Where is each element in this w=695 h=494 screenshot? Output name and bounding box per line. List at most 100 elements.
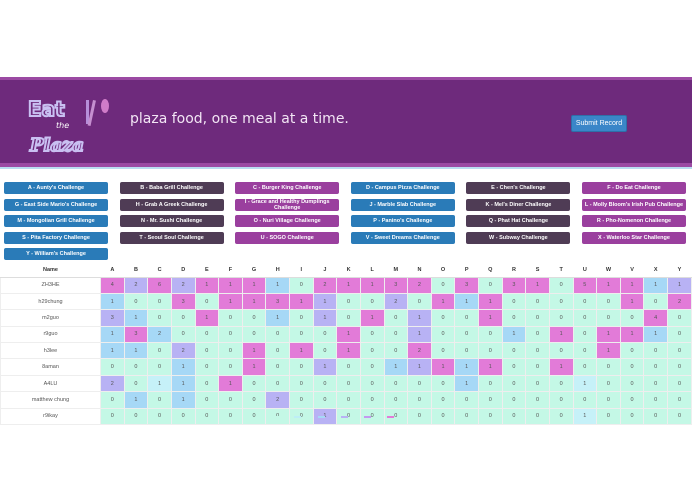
score-cell: 0 <box>525 309 550 327</box>
score-cell: 0 <box>359 342 385 360</box>
score-cell: 0 <box>383 374 409 393</box>
score-cell: 0 <box>147 309 172 327</box>
score-cell: 0 <box>265 358 290 376</box>
column-header[interactable]: C <box>147 264 172 278</box>
score-cell: 0 <box>194 374 220 393</box>
score-cell: 0 <box>123 292 149 311</box>
score-cell: 0 <box>170 309 196 327</box>
svg-text:the: the <box>56 121 69 130</box>
legend-swatch <box>387 416 394 418</box>
score-cell: 0 <box>312 342 338 360</box>
score-cell: 1 <box>643 325 668 344</box>
challenge-button[interactable]: W - Subway Challenge <box>466 231 571 244</box>
column-header[interactable]: Q <box>478 264 503 278</box>
challenge-button[interactable]: D - Campus Pizza Challenge <box>350 182 455 194</box>
column-header[interactable]: G <box>242 264 266 278</box>
score-cell: 0 <box>667 391 692 409</box>
challenge-button[interactable]: U - SOGO Challenge <box>235 231 340 244</box>
score-cell: 0 <box>501 391 527 409</box>
score-cell: 1 <box>667 276 692 294</box>
column-header[interactable]: W <box>596 264 621 278</box>
score-cell: 0 <box>478 276 503 294</box>
challenge-button[interactable]: M - Mongolian Grill Challenge <box>4 215 108 227</box>
column-header[interactable]: X <box>643 264 668 278</box>
column-header[interactable]: K <box>336 264 361 278</box>
challenge-button[interactable]: C - Burger King Challenge <box>235 182 340 194</box>
challenge-button[interactable]: I - Grace and Healthy Dumplings Challeng… <box>235 198 340 211</box>
score-cell: 0 <box>241 374 267 393</box>
challenge-button[interactable]: L - Molly Bloom's Irish Pub Challenge <box>581 198 686 211</box>
score-cell: 1 <box>100 325 125 344</box>
score-cell: 0 <box>265 325 290 344</box>
challenge-button[interactable]: F - Do Eat Challenge <box>581 182 686 194</box>
challenge-button[interactable]: S - Pita Factory Challenge <box>4 231 108 244</box>
score-cell: 1 <box>572 407 598 426</box>
score-cell: 2 <box>383 292 409 311</box>
score-cell: 0 <box>619 407 645 426</box>
challenge-button[interactable]: P - Panino's Challenge <box>350 215 455 227</box>
challenge-button[interactable]: X - Waterloo Star Challenge <box>581 231 686 244</box>
challenge-button[interactable]: H - Grab A Greek Challenge <box>119 198 224 211</box>
column-header[interactable]: R <box>502 264 526 278</box>
score-cell: 0 <box>501 309 527 327</box>
challenge-button[interactable]: R - Pho-Nomenon Challenge <box>581 215 686 227</box>
column-header[interactable]: J <box>313 264 337 278</box>
challenge-button[interactable]: E - Chen's Challenge <box>466 182 571 194</box>
challenge-button[interactable]: V - Sweet Dreams Challenge <box>350 231 455 244</box>
column-header[interactable]: H <box>265 264 290 278</box>
table-row: ZH3HE 4 2 6 2 1 1 1 1 0 2 1 1 3 2 0 3 0 3 1 0 5 1 1 1 1 <box>0 276 692 294</box>
challenge-button[interactable]: J - Marble Slab Challenge <box>350 198 455 211</box>
legend-swatch <box>341 416 348 418</box>
column-header[interactable]: B <box>124 264 148 278</box>
score-cell: 0 <box>525 292 550 311</box>
eat-the-plaza-logo[interactable]: Eat the Plaza <box>26 96 112 154</box>
score-cell: 0 <box>430 325 456 344</box>
submit-record-button[interactable]: Submit Record <box>571 115 627 132</box>
score-cell: 0 <box>359 407 385 426</box>
score-cell: 0 <box>501 374 527 393</box>
challenge-button[interactable]: B - Baba Grill Challenge <box>119 182 224 194</box>
name-header: Name <box>0 264 101 278</box>
column-header[interactable]: I <box>289 264 314 278</box>
legend-swatch <box>276 416 283 418</box>
challenge-button[interactable]: A - Aunty's Challenge <box>4 182 108 194</box>
challenge-button[interactable]: N - Mr. Sushi Challenge <box>119 215 224 227</box>
column-header[interactable]: Y <box>667 264 692 278</box>
score-cell: 0 <box>430 342 456 360</box>
challenge-button[interactable]: G - East Side Mario's Challenge <box>4 198 108 211</box>
challenge-button[interactable]: Y - William's Challenge <box>4 248 108 260</box>
score-cell: 0 <box>312 391 338 409</box>
challenge-button[interactable]: O - Nuri Village Challenge <box>235 215 340 227</box>
score-cell: 2 <box>667 292 692 311</box>
column-header[interactable]: S <box>525 264 550 278</box>
challenge-button[interactable]: K - Mel's Diner Challenge <box>466 198 571 211</box>
column-header[interactable]: N <box>407 264 432 278</box>
table-row: matthew chung 0 1 0 1 0 0 0 2 0 0 0 0 0 0 0 0 0 0 0 0 0 0 0 0 0 <box>0 391 692 409</box>
score-cell: 3 <box>100 309 125 327</box>
header-divider <box>0 167 692 169</box>
column-header[interactable]: D <box>171 264 195 278</box>
column-header[interactable]: U <box>573 264 597 278</box>
score-cell: 1 <box>596 325 621 344</box>
score-cell: 0 <box>265 374 290 393</box>
column-header[interactable]: M <box>384 264 408 278</box>
score-cell: 0 <box>336 391 361 409</box>
challenge-button[interactable]: Q - Phat Hat Challenge <box>466 215 571 227</box>
column-header[interactable]: T <box>549 264 573 278</box>
score-cell: 0 <box>596 292 621 311</box>
tagline: plaza food, one meal at a time. <box>130 111 349 127</box>
column-header[interactable]: A <box>100 264 125 278</box>
column-header[interactable]: O <box>431 264 455 278</box>
column-header[interactable]: P <box>454 264 479 278</box>
column-header[interactable]: L <box>360 264 384 278</box>
score-cell: 1 <box>123 342 149 360</box>
column-header[interactable]: F <box>218 264 243 278</box>
column-header[interactable]: V <box>620 264 644 278</box>
score-cell: 1 <box>619 276 645 294</box>
score-cell: 1 <box>100 292 125 311</box>
challenge-button[interactable]: T - Seoul Soul Challenge <box>119 231 224 244</box>
score-cell: 1 <box>289 292 314 311</box>
score-cell: 1 <box>454 358 479 376</box>
column-header[interactable]: E <box>195 264 219 278</box>
score-cell: 2 <box>123 276 149 294</box>
